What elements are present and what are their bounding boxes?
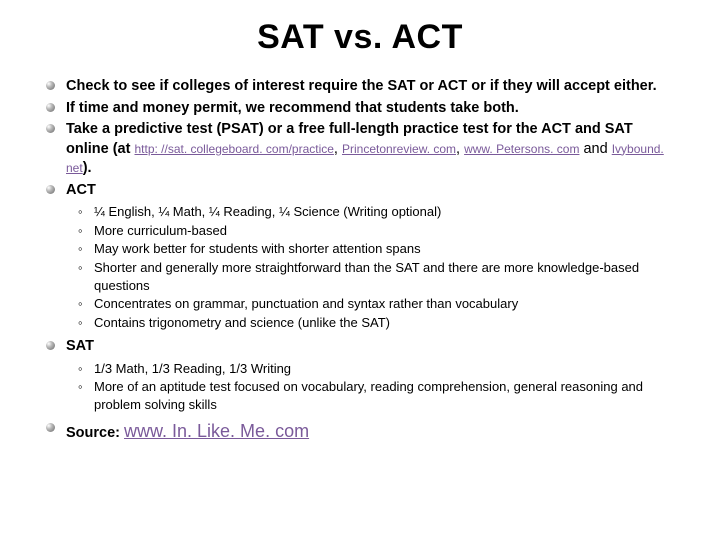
sat-sub-2: More of an aptitude test focused on voca… [78, 378, 676, 413]
bullet-source: Source: www. In. Like. Me. com [44, 419, 676, 444]
act-sub-3: May work better for students with shorte… [78, 240, 676, 258]
sat-sub-1: 1/3 Math, 1/3 Reading, 1/3 Writing [78, 360, 676, 378]
act-sub-6: Contains trigonometry and science (unlik… [78, 314, 676, 332]
main-bullet-list: Check to see if colleges of interest req… [44, 77, 676, 200]
act-sub-4: Shorter and generally more straightforwa… [78, 259, 676, 294]
act-sub-5: Concentrates on grammar, punctuation and… [78, 295, 676, 313]
source-label: Source: [66, 425, 124, 441]
link-princetonreview[interactable]: Princetonreview. com [342, 142, 456, 156]
bullet-text-end: ). [83, 160, 92, 176]
link-source[interactable]: www. In. Like. Me. com [124, 421, 309, 441]
bullet-predictive-test: Take a predictive test (PSAT) or a free … [44, 120, 676, 179]
slide-title: SAT vs. ACT [44, 18, 676, 57]
act-sublist: ¼ English, ¼ Math, ¼ Reading, ¼ Science … [78, 203, 676, 331]
sep: , [334, 141, 342, 157]
link-collegeboard[interactable]: http: //sat. collegeboard. com/practice [134, 142, 333, 156]
bullet-act-header: ACT [44, 181, 676, 201]
bullet-check-colleges: Check to see if colleges of interest req… [44, 77, 676, 97]
sep: and [579, 141, 611, 157]
link-petersons[interactable]: www. Petersons. com [464, 142, 579, 156]
main-bullet-list-2: SAT [44, 337, 676, 357]
sat-sublist: 1/3 Math, 1/3 Reading, 1/3 Writing More … [78, 360, 676, 414]
act-sub-2: More curriculum-based [78, 222, 676, 240]
bullet-take-both: If time and money permit, we recommend t… [44, 99, 676, 119]
bullet-sat-header: SAT [44, 337, 676, 357]
act-sub-1: ¼ English, ¼ Math, ¼ Reading, ¼ Science … [78, 203, 676, 221]
main-bullet-list-3: Source: www. In. Like. Me. com [44, 419, 676, 444]
slide: SAT vs. ACT Check to see if colleges of … [0, 0, 720, 540]
sep: , [456, 141, 464, 157]
